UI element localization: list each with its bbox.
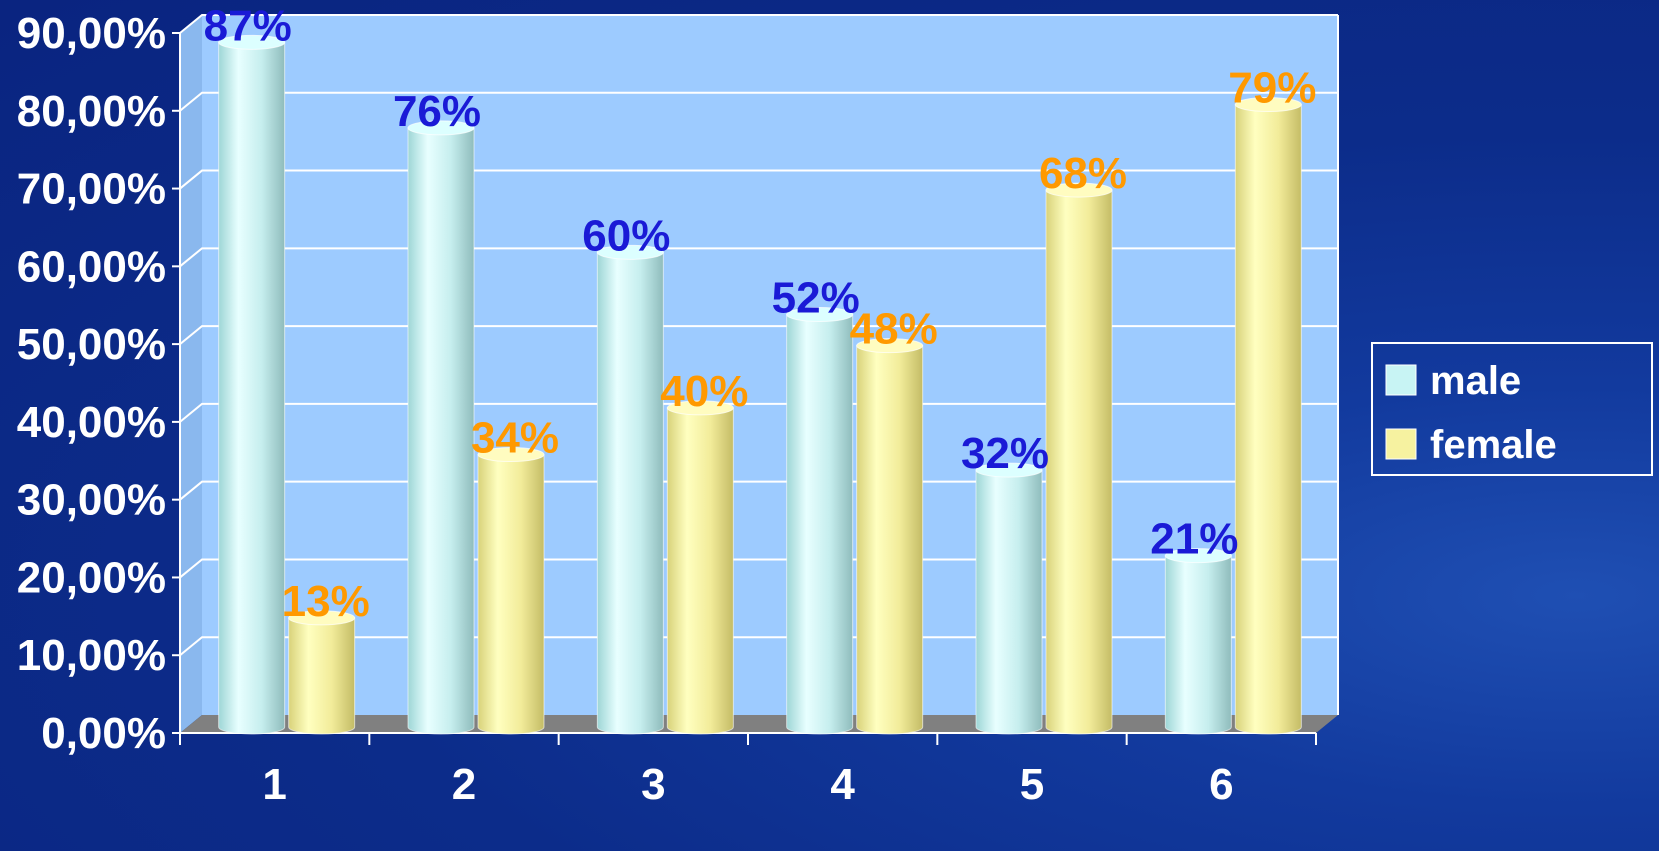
gridline bbox=[179, 247, 1338, 268]
bar-male bbox=[975, 462, 1043, 735]
bar-top bbox=[596, 244, 664, 260]
bar-top bbox=[288, 610, 356, 626]
gridline bbox=[179, 14, 1338, 34]
bar-top bbox=[975, 462, 1043, 478]
bar-body bbox=[666, 407, 734, 735]
gridline bbox=[179, 480, 1338, 501]
data-label: 76% bbox=[393, 87, 481, 136]
x-tick-label: 4 bbox=[830, 760, 855, 809]
bar-body bbox=[786, 314, 854, 735]
bar-body bbox=[218, 41, 286, 735]
y-tick-label: 40,00% bbox=[17, 398, 166, 447]
plot-side-wall bbox=[180, 15, 202, 733]
data-label: 52% bbox=[772, 274, 860, 323]
bar-male bbox=[786, 307, 854, 735]
legend-swatch bbox=[1385, 428, 1417, 460]
data-label: 60% bbox=[582, 211, 670, 260]
bar-body bbox=[477, 454, 545, 735]
bar-body bbox=[596, 251, 664, 735]
data-label: 48% bbox=[850, 305, 938, 354]
gridline bbox=[179, 91, 1338, 112]
gridline bbox=[179, 558, 1338, 579]
bar-body bbox=[975, 469, 1043, 735]
y-tick-label: 80,00% bbox=[17, 87, 166, 136]
y-tick-label: 70,00% bbox=[17, 165, 166, 214]
data-label: 79% bbox=[1228, 64, 1316, 113]
x-tick-label: 6 bbox=[1209, 760, 1233, 809]
bar-body bbox=[856, 345, 924, 735]
y-tick-label: 10,00% bbox=[17, 631, 166, 680]
bar-male bbox=[1164, 548, 1232, 735]
bar-female bbox=[1045, 182, 1113, 735]
data-label: 32% bbox=[961, 429, 1049, 478]
data-label: 34% bbox=[471, 414, 559, 463]
data-label: 13% bbox=[282, 577, 370, 626]
data-label: 87% bbox=[204, 1, 292, 50]
legend-label: female bbox=[1430, 423, 1557, 467]
data-label: 40% bbox=[660, 367, 748, 416]
x-tick-label: 1 bbox=[262, 760, 286, 809]
bar-top bbox=[1164, 548, 1232, 564]
legend-box bbox=[1371, 342, 1653, 476]
y-tick-label: 20,00% bbox=[17, 553, 166, 602]
bar-body bbox=[407, 127, 475, 735]
bar-top bbox=[856, 338, 924, 354]
legend-swatch bbox=[1385, 364, 1417, 396]
gridline bbox=[179, 402, 1338, 423]
x-tick-label: 2 bbox=[452, 760, 476, 809]
gridline bbox=[179, 325, 1338, 345]
data-label: 68% bbox=[1039, 149, 1127, 198]
gridline bbox=[179, 169, 1338, 190]
y-tick-label: 60,00% bbox=[17, 242, 166, 291]
y-tick-label: 50,00% bbox=[17, 320, 166, 369]
bar-top bbox=[218, 34, 286, 50]
bar-female bbox=[1234, 97, 1302, 735]
bar-top bbox=[1045, 182, 1113, 198]
bar-female bbox=[477, 447, 545, 735]
plot-back-wall bbox=[202, 15, 1338, 715]
bar-body bbox=[1234, 104, 1302, 735]
bar-female bbox=[856, 338, 924, 735]
bar-male bbox=[218, 34, 286, 735]
bar-female bbox=[288, 610, 356, 735]
bar-top bbox=[477, 447, 545, 463]
x-tick-label: 5 bbox=[1020, 760, 1044, 809]
bar-top bbox=[1234, 97, 1302, 113]
bar-female bbox=[666, 400, 734, 735]
bar-male bbox=[596, 244, 664, 735]
bar-body bbox=[1045, 189, 1113, 735]
gridline bbox=[179, 636, 1338, 656]
bar-top bbox=[666, 400, 734, 416]
x-tick-label: 3 bbox=[641, 760, 665, 809]
bar-top bbox=[786, 307, 854, 323]
bar-body bbox=[1164, 555, 1232, 735]
y-tick-label: 90,00% bbox=[17, 9, 166, 58]
bar-male bbox=[407, 120, 475, 735]
y-tick-label: 0,00% bbox=[41, 709, 166, 758]
legend-label: male bbox=[1430, 359, 1521, 403]
data-label: 21% bbox=[1150, 515, 1238, 564]
bar-top bbox=[407, 120, 475, 136]
y-tick-label: 30,00% bbox=[17, 476, 166, 525]
bar-body bbox=[288, 617, 356, 735]
